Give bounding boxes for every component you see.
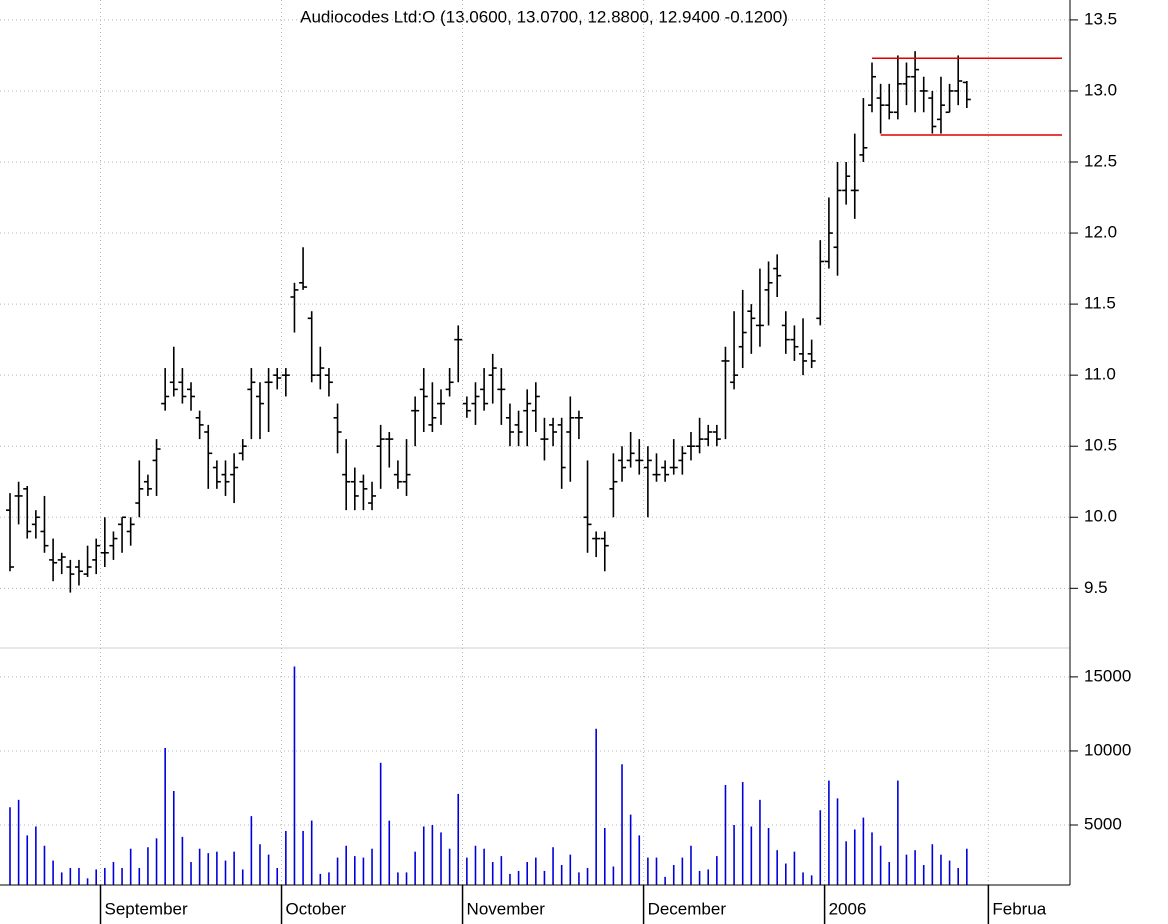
y-tick-label: 13.5 — [1084, 9, 1117, 28]
y-tick-label: 10.0 — [1084, 507, 1117, 526]
y-tick-label: 10000 — [1084, 740, 1131, 759]
chart-title: Audiocodes Ltd:O (13.0600, 13.0700, 12.8… — [300, 7, 788, 26]
x-tick-label: October — [286, 899, 347, 918]
x-tick-label: November — [467, 899, 546, 918]
y-tick-label: 11.5 — [1084, 294, 1116, 313]
y-tick-label: 5000 — [1084, 814, 1122, 833]
x-tick-label: Februa — [992, 899, 1046, 918]
y-tick-label: 15000 — [1084, 666, 1131, 685]
x-tick-label: December — [648, 899, 727, 918]
y-tick-label: 10.5 — [1084, 436, 1117, 455]
y-tick-label: 12.5 — [1084, 151, 1117, 170]
y-tick-label: 13.0 — [1084, 80, 1117, 99]
y-tick-label: 9.5 — [1084, 578, 1108, 597]
y-tick-label: 12.0 — [1084, 223, 1117, 242]
x-tick-label: September — [105, 899, 188, 918]
x-tick-label: 2006 — [829, 899, 867, 918]
y-tick-label: 11.0 — [1084, 365, 1116, 384]
